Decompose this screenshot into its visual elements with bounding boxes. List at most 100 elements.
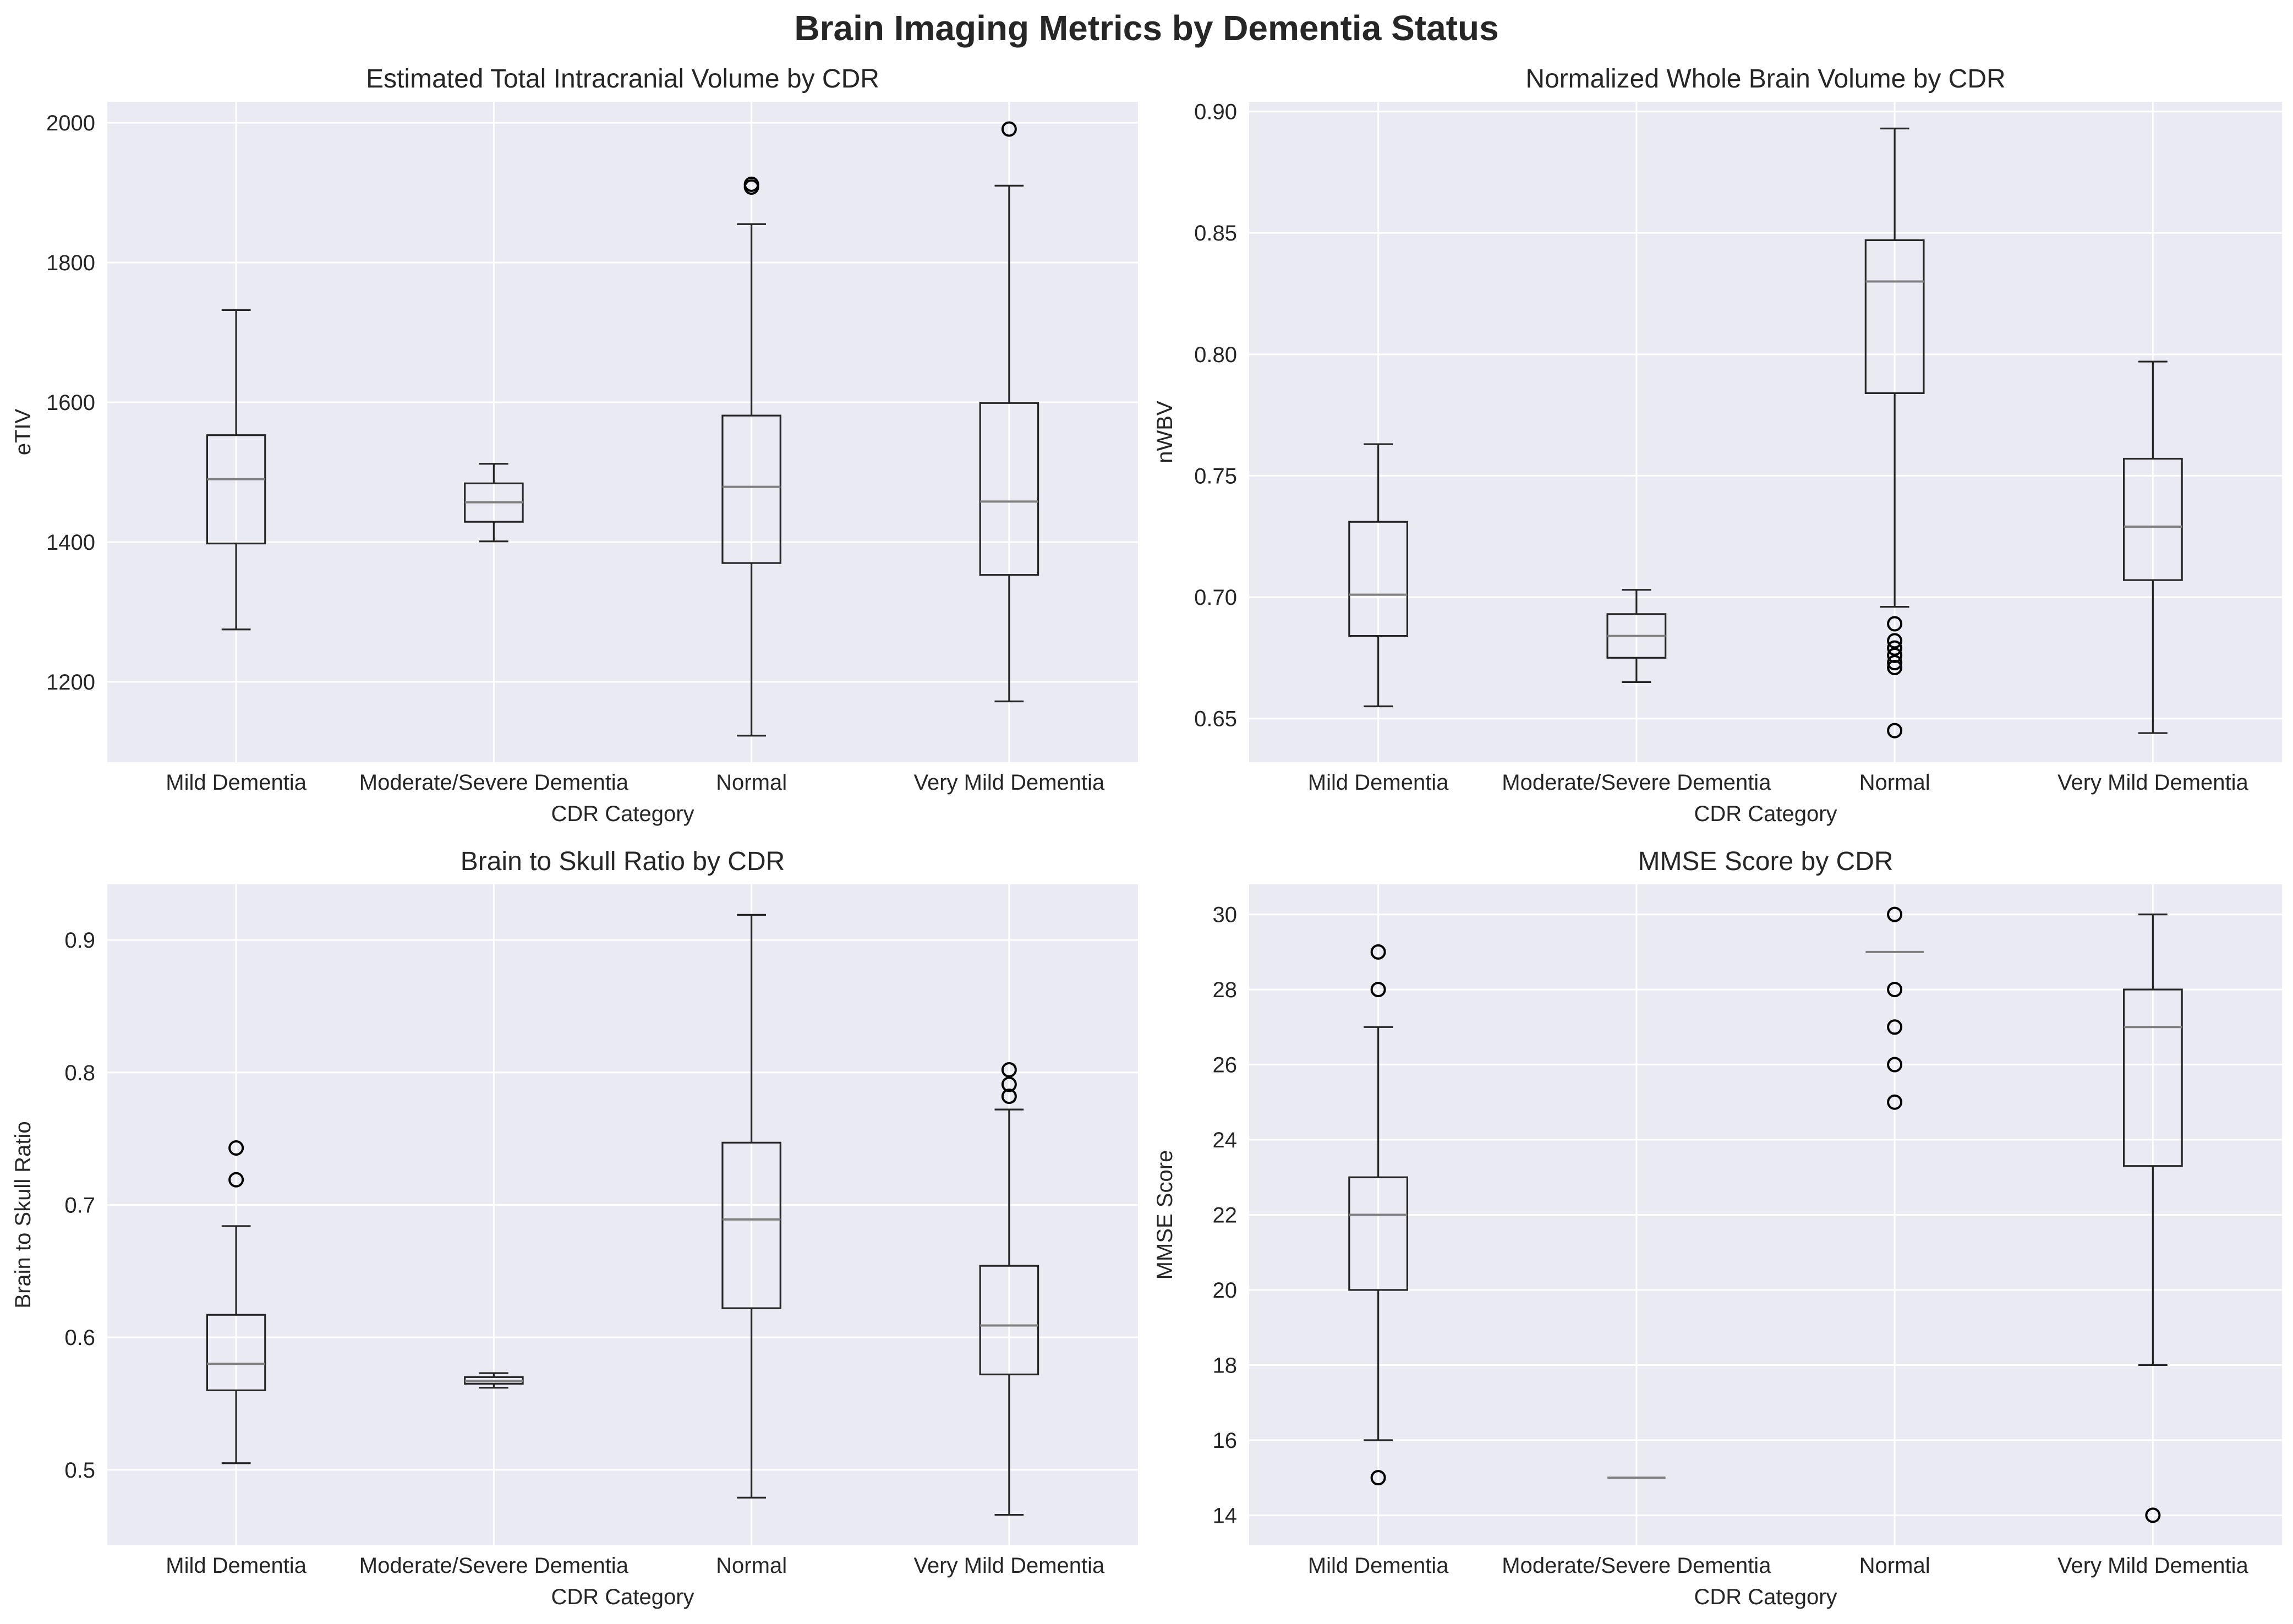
- box-2: [464, 1372, 524, 1389]
- x-tick-label: Moderate/Severe Dementia: [359, 1554, 629, 1578]
- outlier-point: [228, 1140, 244, 1156]
- y-tick-label: 28: [1213, 978, 1238, 1002]
- outlier-point: [1887, 1094, 1903, 1110]
- iqr-box: [979, 1265, 1039, 1376]
- y-tick-label: 14: [1213, 1503, 1238, 1528]
- y-axis-label: MMSE Score: [1153, 1150, 1177, 1280]
- plot-area: [1249, 102, 2282, 762]
- box-4: [979, 121, 1039, 703]
- iqr-box: [206, 434, 266, 545]
- chart-title: Normalized Whole Brain Volume by CDR: [1525, 64, 2005, 94]
- y-tick-label: 26: [1213, 1053, 1238, 1078]
- y-axis-label: eTIV: [11, 408, 35, 455]
- x-tick-label: Mild Dementia: [166, 1554, 307, 1578]
- chart-title: Estimated Total Intracranial Volume by C…: [366, 64, 879, 94]
- box-1: [1348, 443, 1409, 708]
- x-tick-label: Very Mild Dementia: [913, 770, 1105, 795]
- iqr-box: [2122, 988, 2183, 1167]
- y-tick-label: 0.90: [1194, 100, 1237, 124]
- y-tick-label: 1800: [46, 251, 95, 275]
- outlier-point: [1001, 1062, 1017, 1078]
- x-tick-label: Mild Dementia: [1308, 770, 1449, 795]
- outlier-point: [1887, 1019, 1903, 1035]
- chart-panel-4: 14 16 18 20 22 24 26 28 30 Mild Dementia Moderate/…: [1153, 847, 2282, 1609]
- iqr-box: [1348, 1176, 1409, 1291]
- x-tick-label: Very Mild Dementia: [2057, 1554, 2249, 1578]
- outlier-point: [1887, 659, 1903, 675]
- outlier-point: [743, 176, 759, 192]
- y-tick-label: 30: [1213, 903, 1238, 927]
- box-4: [979, 1062, 1039, 1516]
- outlier-point: [1887, 1057, 1903, 1073]
- x-tick-label: Normal: [716, 1554, 787, 1578]
- y-tick-label: 0.65: [1194, 707, 1237, 731]
- outlier-point: [1887, 906, 1903, 922]
- box-4: [2122, 913, 2183, 1523]
- y-tick-label: 0.5: [64, 1458, 95, 1483]
- x-tick-label: Very Mild Dementia: [913, 1554, 1105, 1578]
- outlier-point: [1370, 982, 1386, 998]
- chart-title: Brain to Skull Ratio by CDR: [461, 847, 785, 876]
- iqr-box: [1864, 239, 1925, 395]
- y-tick-label: 0.6: [64, 1326, 95, 1350]
- box-1: [206, 1140, 266, 1464]
- plot-area: [107, 884, 1138, 1545]
- figure-title: Brain Imaging Metrics by Dementia Status: [794, 8, 1499, 48]
- outlier-point: [1370, 944, 1386, 960]
- outlier-point: [1001, 1089, 1017, 1104]
- chart-panel-1: 1200 1400 1600 1800 2000 Mild Dementia Moderat…: [11, 64, 1138, 826]
- y-tick-label: 2000: [46, 111, 95, 135]
- y-axis-label: Brain to Skull Ratio: [11, 1121, 35, 1308]
- x-tick-label: Normal: [716, 770, 787, 795]
- outlier-point: [1887, 640, 1903, 656]
- iqr-box: [206, 1314, 266, 1392]
- x-tick-label: Moderate/Severe Dementia: [1502, 1554, 1771, 1578]
- y-tick-label: 1200: [46, 670, 95, 695]
- box-4: [2122, 360, 2183, 734]
- outlier-point: [2145, 1507, 2161, 1523]
- outlier-point: [1887, 982, 1903, 998]
- box-3: [1865, 906, 1924, 1110]
- box-2: [1606, 589, 1667, 683]
- y-tick-label: 0.70: [1194, 586, 1237, 610]
- chart-panel-3: 0.5 0.6 0.7 0.8 0.9 Mild Dementia Moderate/Sev…: [11, 847, 1138, 1609]
- y-tick-label: 24: [1213, 1128, 1238, 1152]
- iqr-box: [2122, 457, 2183, 581]
- x-axis-label: CDR Category: [551, 1585, 694, 1609]
- x-axis-label: CDR Category: [1694, 802, 1837, 826]
- y-tick-label: 1400: [46, 531, 95, 555]
- y-tick-label: 16: [1213, 1429, 1238, 1453]
- y-tick-label: 22: [1213, 1204, 1238, 1228]
- x-axis-label: CDR Category: [551, 802, 694, 826]
- outlier-point: [1887, 633, 1903, 649]
- y-tick-label: 0.75: [1194, 464, 1237, 488]
- box-3: [721, 914, 781, 1499]
- y-axis-label: nWBV: [1153, 401, 1177, 463]
- x-tick-label: Moderate/Severe Dementia: [1502, 770, 1771, 795]
- iqr-box: [1348, 521, 1409, 637]
- iqr-box: [721, 414, 781, 564]
- box-3: [1864, 127, 1925, 739]
- y-tick-label: 0.8: [64, 1061, 95, 1085]
- outlier-point: [1887, 723, 1903, 739]
- outlier-point: [1887, 616, 1903, 632]
- y-tick-label: 20: [1213, 1278, 1238, 1303]
- outlier-point: [1001, 1076, 1017, 1092]
- box-1: [1348, 944, 1409, 1486]
- chart-title: MMSE Score by CDR: [1638, 847, 1893, 876]
- outlier-point: [1887, 655, 1903, 671]
- y-tick-label: 1600: [46, 391, 95, 415]
- x-tick-label: Very Mild Dementia: [2057, 770, 2249, 795]
- y-tick-label: 0.9: [64, 928, 95, 953]
- x-tick-label: Mild Dementia: [1308, 1554, 1449, 1578]
- y-tick-label: 0.80: [1194, 343, 1237, 367]
- outlier-point: [1001, 121, 1017, 137]
- y-tick-label: 0.85: [1194, 221, 1237, 245]
- box-1: [206, 309, 266, 631]
- x-tick-label: Mild Dementia: [166, 770, 307, 795]
- box-3: [721, 176, 781, 737]
- y-tick-label: 0.7: [64, 1193, 95, 1217]
- y-tick-label: 18: [1213, 1353, 1238, 1377]
- iqr-box: [721, 1141, 781, 1309]
